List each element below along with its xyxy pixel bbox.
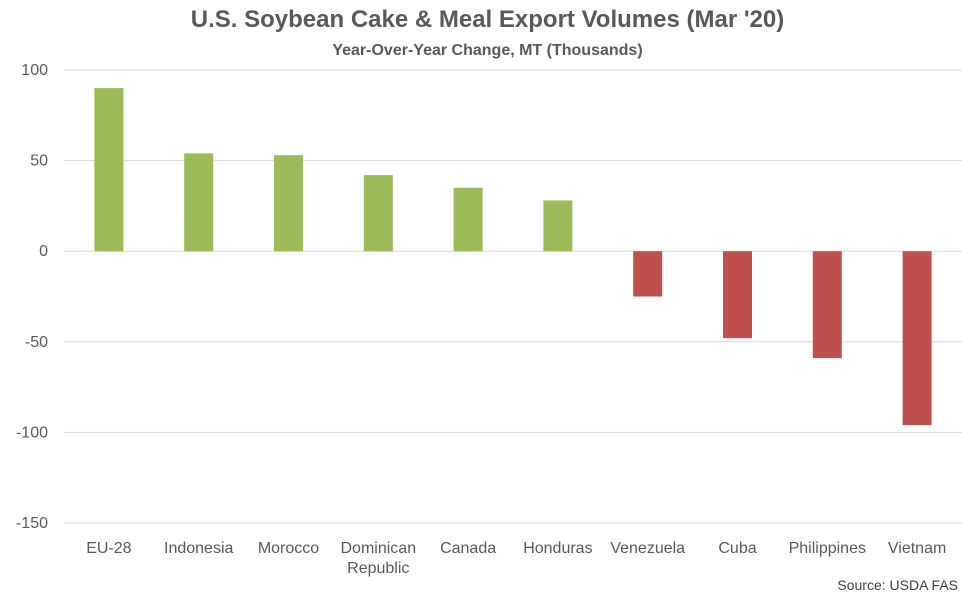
y-tick-label: 0 (39, 243, 48, 260)
bar (274, 155, 303, 252)
bar (453, 187, 483, 252)
y-tick-label: 50 (30, 153, 48, 170)
y-tick-label: 100 (21, 62, 48, 79)
bar (543, 200, 573, 252)
bar (184, 153, 214, 252)
y-tick-label: -50 (25, 334, 48, 351)
x-tick-label: Vietnam (888, 540, 946, 557)
x-tick-label: Philippines (789, 540, 866, 557)
x-tick-label: Canada (440, 540, 496, 557)
bar (363, 175, 393, 252)
bar (723, 251, 752, 339)
bar (633, 251, 663, 297)
y-tick-label: -150 (16, 515, 48, 532)
x-tick-label: Dominican Republic (341, 540, 417, 577)
bar (94, 88, 124, 252)
x-tick-label: Honduras (523, 540, 592, 557)
bar (902, 251, 932, 426)
x-tick-label: EU-28 (86, 540, 131, 557)
x-tick-label: Indonesia (164, 540, 233, 557)
chart-subtitle: Year-Over-Year Change, MT (Thousands) (332, 42, 643, 59)
y-tick-label: -100 (16, 424, 48, 441)
source-note: Source: USDA FAS (837, 577, 958, 593)
x-tick-label: Morocco (258, 540, 319, 557)
x-tick-label: Venezuela (610, 540, 685, 557)
chart-title: U.S. Soybean Cake & Meal Export Volumes … (190, 6, 785, 33)
bar (812, 251, 842, 359)
x-tick-label: Cuba (718, 540, 756, 557)
